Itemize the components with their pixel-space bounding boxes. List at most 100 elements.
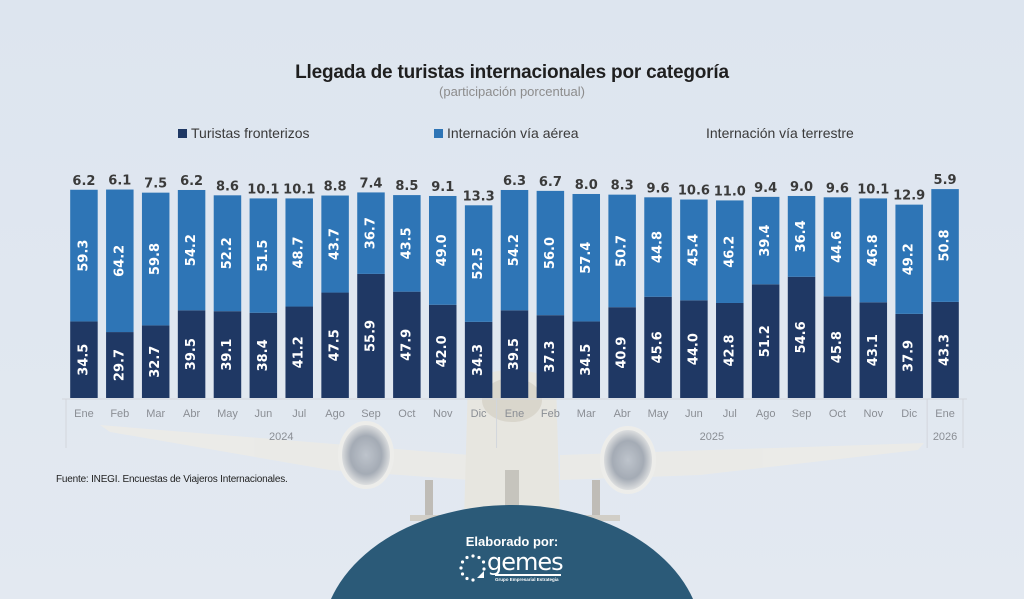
bar-fronterizos bbox=[249, 312, 278, 398]
x-tick-label: Ago bbox=[325, 408, 345, 420]
data-label-fronterizos: 42.0 bbox=[435, 335, 450, 367]
legend-label: Internación vía terrestre bbox=[706, 125, 854, 141]
data-label-aerea: 45.4 bbox=[686, 234, 701, 266]
bar-aerea bbox=[751, 196, 780, 285]
bar-aerea bbox=[536, 190, 565, 316]
data-label-terrestre: 13.3 bbox=[463, 189, 495, 204]
data-label-fronterizos: 34.5 bbox=[76, 344, 91, 376]
data-label-fronterizos: 34.3 bbox=[471, 344, 486, 376]
bar-fronterizos bbox=[285, 306, 313, 398]
data-label-aerea: 44.6 bbox=[830, 231, 845, 263]
data-label-aerea: 48.7 bbox=[292, 236, 307, 268]
gemes-logo: gemes Grupo Empresarial Estrategia bbox=[455, 548, 575, 590]
bar-aerea bbox=[106, 189, 134, 333]
data-label-terrestre: 5.9 bbox=[934, 173, 957, 188]
data-label-aerea: 59.8 bbox=[148, 243, 163, 275]
bar-aerea bbox=[249, 198, 278, 313]
data-label-fronterizos: 45.6 bbox=[651, 331, 666, 363]
bar-fronterizos bbox=[213, 311, 242, 398]
bar-fronterizos bbox=[464, 321, 493, 398]
bar-fronterizos bbox=[141, 325, 170, 398]
data-label-aerea: 54.2 bbox=[507, 234, 522, 266]
x-tick-label: Nov bbox=[433, 408, 453, 420]
data-label-fronterizos: 55.9 bbox=[363, 320, 378, 352]
bar-aerea bbox=[859, 198, 888, 303]
legend-label: Turistas fronterizos bbox=[191, 125, 310, 141]
data-label-aerea: 57.4 bbox=[579, 242, 594, 274]
bar-aerea bbox=[787, 195, 816, 277]
bar-fronterizos bbox=[321, 292, 349, 398]
x-tick-label: Mar bbox=[146, 408, 165, 420]
bar-aerea bbox=[931, 189, 959, 302]
logo-dots-icon bbox=[459, 554, 486, 582]
data-label-terrestre: 6.3 bbox=[503, 174, 526, 189]
data-label-terrestre: 8.5 bbox=[395, 179, 418, 194]
bar-fronterizos bbox=[716, 302, 744, 398]
data-label-terrestre: 6.7 bbox=[539, 175, 562, 190]
data-label-fronterizos: 45.8 bbox=[830, 331, 845, 363]
data-label-fronterizos: 54.6 bbox=[794, 321, 809, 353]
data-label-fronterizos: 51.2 bbox=[758, 325, 773, 357]
data-label-aerea: 56.0 bbox=[543, 237, 558, 269]
legend-item-fronterizos: Turistas fronterizos bbox=[178, 125, 310, 141]
year-group-label: 2024 bbox=[269, 431, 293, 443]
footer-badge-shape bbox=[331, 505, 693, 599]
data-label-fronterizos: 40.9 bbox=[615, 337, 630, 369]
x-tick-label: Jun bbox=[254, 408, 272, 420]
data-label-fronterizos: 34.5 bbox=[579, 344, 594, 376]
badge-title: Elaborado por: bbox=[465, 534, 559, 549]
data-label-aerea: 54.2 bbox=[184, 234, 199, 266]
data-label-terrestre: 9.4 bbox=[754, 181, 777, 196]
bar-aerea bbox=[500, 189, 529, 311]
bar-aerea bbox=[213, 195, 242, 312]
x-tick-label: Sep bbox=[361, 408, 381, 420]
bar-aerea bbox=[321, 195, 349, 293]
data-label-fronterizos: 47.9 bbox=[399, 329, 414, 361]
data-label-aerea: 50.8 bbox=[938, 229, 953, 261]
data-label-fronterizos: 39.5 bbox=[507, 338, 522, 370]
data-label-aerea: 44.8 bbox=[651, 231, 666, 263]
data-label-terrestre: 9.6 bbox=[647, 181, 670, 196]
x-tick-label: Jul bbox=[292, 408, 306, 420]
x-tick-label: Ene bbox=[74, 408, 94, 420]
bar-fronterizos bbox=[931, 301, 959, 398]
x-tick-label: May bbox=[217, 408, 238, 420]
chart-subtitle: (participación porcentual) bbox=[439, 84, 585, 99]
bar-aerea bbox=[644, 197, 672, 297]
bar-fronterizos bbox=[572, 321, 601, 398]
data-label-aerea: 51.5 bbox=[256, 240, 271, 272]
data-label-aerea: 59.3 bbox=[76, 240, 91, 272]
data-label-terrestre: 10.1 bbox=[283, 182, 315, 197]
bar-aerea bbox=[141, 192, 170, 326]
data-label-fronterizos: 42.8 bbox=[722, 334, 737, 366]
x-tick-label: Oct bbox=[829, 408, 846, 420]
data-label-terrestre: 7.5 bbox=[144, 177, 167, 192]
data-label-terrestre: 8.6 bbox=[216, 179, 239, 194]
bar-aerea bbox=[608, 194, 636, 308]
data-label-fronterizos: 38.4 bbox=[256, 339, 271, 371]
bar-fronterizos bbox=[500, 310, 529, 398]
x-tick-label: Ago bbox=[756, 408, 776, 420]
bar-fronterizos bbox=[787, 276, 816, 398]
data-label-terrestre: 6.1 bbox=[108, 174, 131, 189]
data-label-terrestre: 8.3 bbox=[611, 179, 634, 194]
x-tick-label: Feb bbox=[110, 408, 129, 420]
bar-fronterizos bbox=[823, 296, 852, 398]
bar-aerea bbox=[716, 200, 744, 303]
bar-aerea bbox=[285, 198, 313, 307]
bar-fronterizos bbox=[106, 332, 134, 398]
data-label-terrestre: 10.1 bbox=[247, 182, 279, 197]
x-tick-label: Jul bbox=[723, 408, 737, 420]
bar-fronterizos bbox=[177, 310, 206, 398]
data-label-fronterizos: 39.1 bbox=[220, 339, 235, 371]
bar-fronterizos bbox=[428, 304, 457, 398]
data-label-aerea: 36.4 bbox=[794, 220, 809, 252]
data-label-aerea: 39.4 bbox=[758, 225, 773, 257]
data-label-terrestre: 10.6 bbox=[678, 184, 710, 199]
source-note: Fuente: INEGI. Encuestas de Viajeros Int… bbox=[56, 474, 288, 485]
x-tick-label: Mar bbox=[577, 408, 596, 420]
chart-title: Llegada de turistas internacionales por … bbox=[295, 62, 729, 83]
logo-tagline: Grupo Empresarial Estrategia bbox=[495, 577, 559, 582]
data-label-terrestre: 9.6 bbox=[826, 181, 849, 196]
